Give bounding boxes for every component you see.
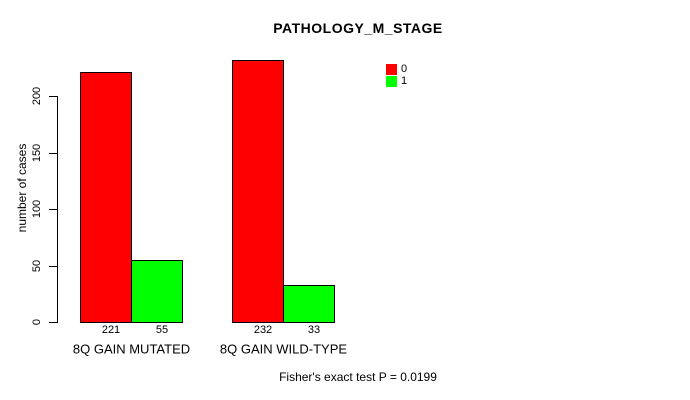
y-tick [49, 322, 57, 323]
legend-label: 1 [401, 75, 408, 87]
footer-stat-text: Fisher's exact test P = 0.0199 [279, 370, 437, 384]
legend-label: 0 [401, 63, 408, 75]
bar-0 [232, 60, 284, 323]
y-axis-label: number of cases [15, 143, 29, 233]
y-tick [49, 152, 57, 154]
chart-title: PATHOLOGY_M_STAGE [273, 20, 443, 36]
category-label: 8Q GAIN MUTATED [72, 341, 191, 357]
category-label: 8Q GAIN WILD-TYPE [219, 341, 348, 357]
y-tick-label: 150 [31, 143, 43, 162]
y-tick [49, 209, 57, 210]
y-tick-label: 100 [31, 199, 43, 219]
y-tick-label: 50 [31, 259, 43, 272]
legend-swatch-icon [386, 63, 397, 75]
bar-value-label: 33 [307, 324, 321, 336]
bar-1 [283, 285, 335, 323]
y-tick [49, 265, 57, 267]
bar-value-label: 232 [253, 324, 273, 336]
y-tick-label: 0 [31, 318, 43, 326]
legend-row: 0 [386, 63, 407, 75]
y-tick-label: 200 [31, 86, 43, 106]
bar-value-label: 55 [155, 324, 169, 336]
legend-swatch-icon [386, 75, 397, 87]
bar-value-label: 221 [101, 324, 121, 336]
bar-0 [80, 72, 132, 323]
legend-row: 1 [386, 75, 407, 87]
bar-1 [131, 260, 183, 323]
y-axis-line [57, 96, 58, 323]
y-tick [49, 96, 57, 97]
